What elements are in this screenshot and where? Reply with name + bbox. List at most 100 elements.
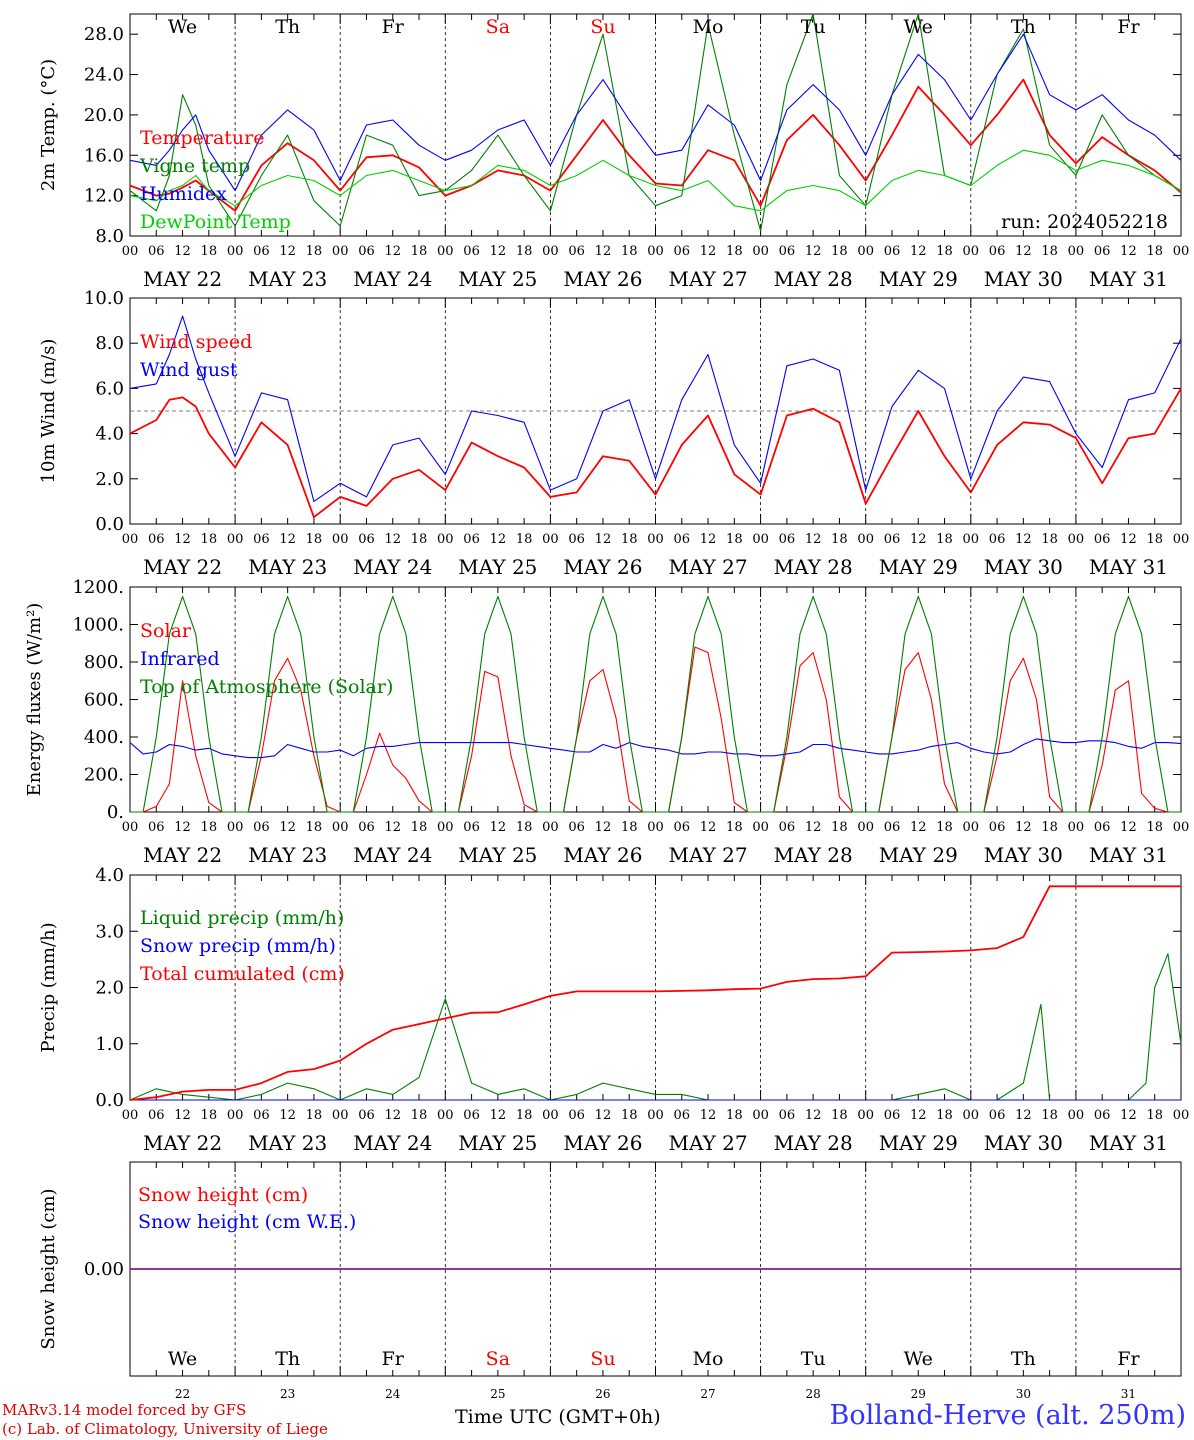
y-tick-label: 2.0 — [95, 978, 124, 999]
weekday-label-bottom: Su — [590, 1348, 615, 1370]
hour-tick-label: 06 — [884, 244, 901, 259]
hour-tick-label: 18 — [621, 1108, 638, 1123]
hour-tick-label: 12 — [595, 820, 612, 835]
day-label: MAY 27 — [668, 555, 747, 579]
hour-tick-label: 18 — [831, 1108, 848, 1123]
hour-tick-label: 00 — [1068, 532, 1085, 547]
y-tick-label: 1200. — [72, 577, 124, 598]
hour-tick-label: 12 — [174, 820, 191, 835]
day-label: MAY 25 — [458, 1131, 537, 1155]
hour-tick-label: 00 — [857, 532, 874, 547]
hour-tick-label: 00 — [1173, 820, 1190, 835]
hour-tick-label: 00 — [542, 820, 559, 835]
hour-tick-label: 06 — [148, 1108, 165, 1123]
day-label: MAY 26 — [563, 1131, 642, 1155]
y-tick-label: 200. — [84, 765, 124, 786]
day-label: MAY 24 — [353, 267, 432, 291]
legend-entry: Snow precip (mm/h) — [140, 935, 336, 957]
y-axis-label: Snow height (cm) — [38, 1188, 59, 1349]
hour-tick-label: 06 — [568, 532, 585, 547]
hour-tick-label: 00 — [1068, 244, 1085, 259]
legend-entry: Temperature — [140, 127, 264, 149]
hour-tick-label: 06 — [674, 244, 691, 259]
day-label: MAY 31 — [1089, 843, 1168, 867]
hour-tick-label: 12 — [279, 820, 296, 835]
hour-tick-label: 12 — [910, 1108, 927, 1123]
day-number-label: 23 — [280, 1387, 295, 1401]
day-label: MAY 31 — [1089, 1131, 1168, 1155]
hour-tick-label: 06 — [884, 820, 901, 835]
hour-tick-label: 00 — [437, 820, 454, 835]
y-tick-label: 24.0 — [84, 65, 124, 86]
hour-tick-label: 00 — [122, 1108, 139, 1123]
hour-tick-label: 00 — [647, 532, 664, 547]
hour-tick-label: 18 — [936, 820, 953, 835]
panel-frame — [129, 586, 1182, 813]
hour-tick-label: 00 — [332, 1108, 349, 1123]
day-label: MAY 23 — [248, 555, 327, 579]
hour-tick-label: 06 — [463, 1108, 480, 1123]
hour-tick-label: 18 — [1146, 244, 1163, 259]
hour-tick-label: 00 — [1173, 532, 1190, 547]
y-tick-label: 10.0 — [84, 288, 124, 309]
legend-entry: Humidex — [140, 183, 227, 205]
day-label: MAY 25 — [458, 555, 537, 579]
hour-tick-label: 06 — [989, 244, 1006, 259]
hour-tick-label: 12 — [279, 1108, 296, 1123]
hour-tick-label: 06 — [463, 244, 480, 259]
weekday-label-top: Su — [590, 16, 615, 38]
hour-tick-label: 06 — [463, 820, 480, 835]
hour-tick-label: 12 — [174, 244, 191, 259]
series-line-2 — [129, 738, 1182, 759]
hour-tick-label: 18 — [201, 532, 218, 547]
hour-tick-label: 12 — [490, 1108, 507, 1123]
hour-tick-label: 00 — [647, 1108, 664, 1123]
hour-tick-label: 18 — [936, 244, 953, 259]
hour-tick-label: 00 — [1173, 1108, 1190, 1123]
hour-tick-label: 12 — [595, 532, 612, 547]
series-line-1 — [129, 78, 1182, 212]
hour-tick-label: 12 — [1120, 244, 1137, 259]
legend-entry: Snow height (cm W.E.) — [138, 1211, 356, 1233]
legend-entry: Total cumulated (cm) — [140, 963, 345, 985]
series-line-2 — [129, 315, 1182, 502]
hour-tick-label: 12 — [1120, 1108, 1137, 1123]
day-label: MAY 31 — [1089, 267, 1168, 291]
run-label: run: 2024052218 — [1001, 211, 1168, 233]
hour-tick-label: 12 — [279, 244, 296, 259]
day-label: MAY 31 — [1089, 555, 1168, 579]
hour-tick-label: 06 — [568, 244, 585, 259]
day-number-label: 30 — [1016, 1387, 1031, 1401]
day-label: MAY 23 — [248, 267, 327, 291]
hour-tick-label: 00 — [542, 244, 559, 259]
series-line-1 — [129, 387, 1182, 519]
hour-tick-label: 18 — [516, 244, 533, 259]
day-label: MAY 24 — [353, 1131, 432, 1155]
weekday-label-bottom: Sa — [486, 1348, 510, 1370]
hour-tick-label: 06 — [148, 820, 165, 835]
day-label: MAY 22 — [143, 555, 222, 579]
hour-tick-label: 18 — [831, 820, 848, 835]
hour-tick-label: 00 — [332, 244, 349, 259]
y-tick-label: 400. — [84, 727, 124, 748]
y-tick-label: 3.0 — [95, 921, 124, 942]
day-label: MAY 22 — [143, 1131, 222, 1155]
weekday-label-top: We — [904, 16, 933, 38]
hour-tick-label: 06 — [674, 820, 691, 835]
hour-tick-label: 06 — [989, 820, 1006, 835]
day-number-label: 28 — [806, 1387, 821, 1401]
day-number-label: 27 — [700, 1387, 715, 1401]
hour-tick-label: 06 — [1094, 244, 1111, 259]
y-axis-label: 10m Wind (m/s) — [38, 339, 59, 484]
weekday-label-bottom: Tu — [801, 1348, 826, 1370]
hour-tick-label: 06 — [779, 532, 796, 547]
hour-tick-label: 18 — [516, 1108, 533, 1123]
hour-tick-label: 12 — [700, 244, 717, 259]
hour-tick-label: 18 — [1146, 820, 1163, 835]
hour-tick-label: 06 — [358, 532, 375, 547]
legend-entry: Wind speed — [140, 331, 252, 353]
y-tick-label: 8.0 — [95, 333, 124, 354]
hour-tick-label: 00 — [542, 1108, 559, 1123]
series-line-3 — [130, 595, 1181, 813]
hour-tick-label: 12 — [490, 820, 507, 835]
